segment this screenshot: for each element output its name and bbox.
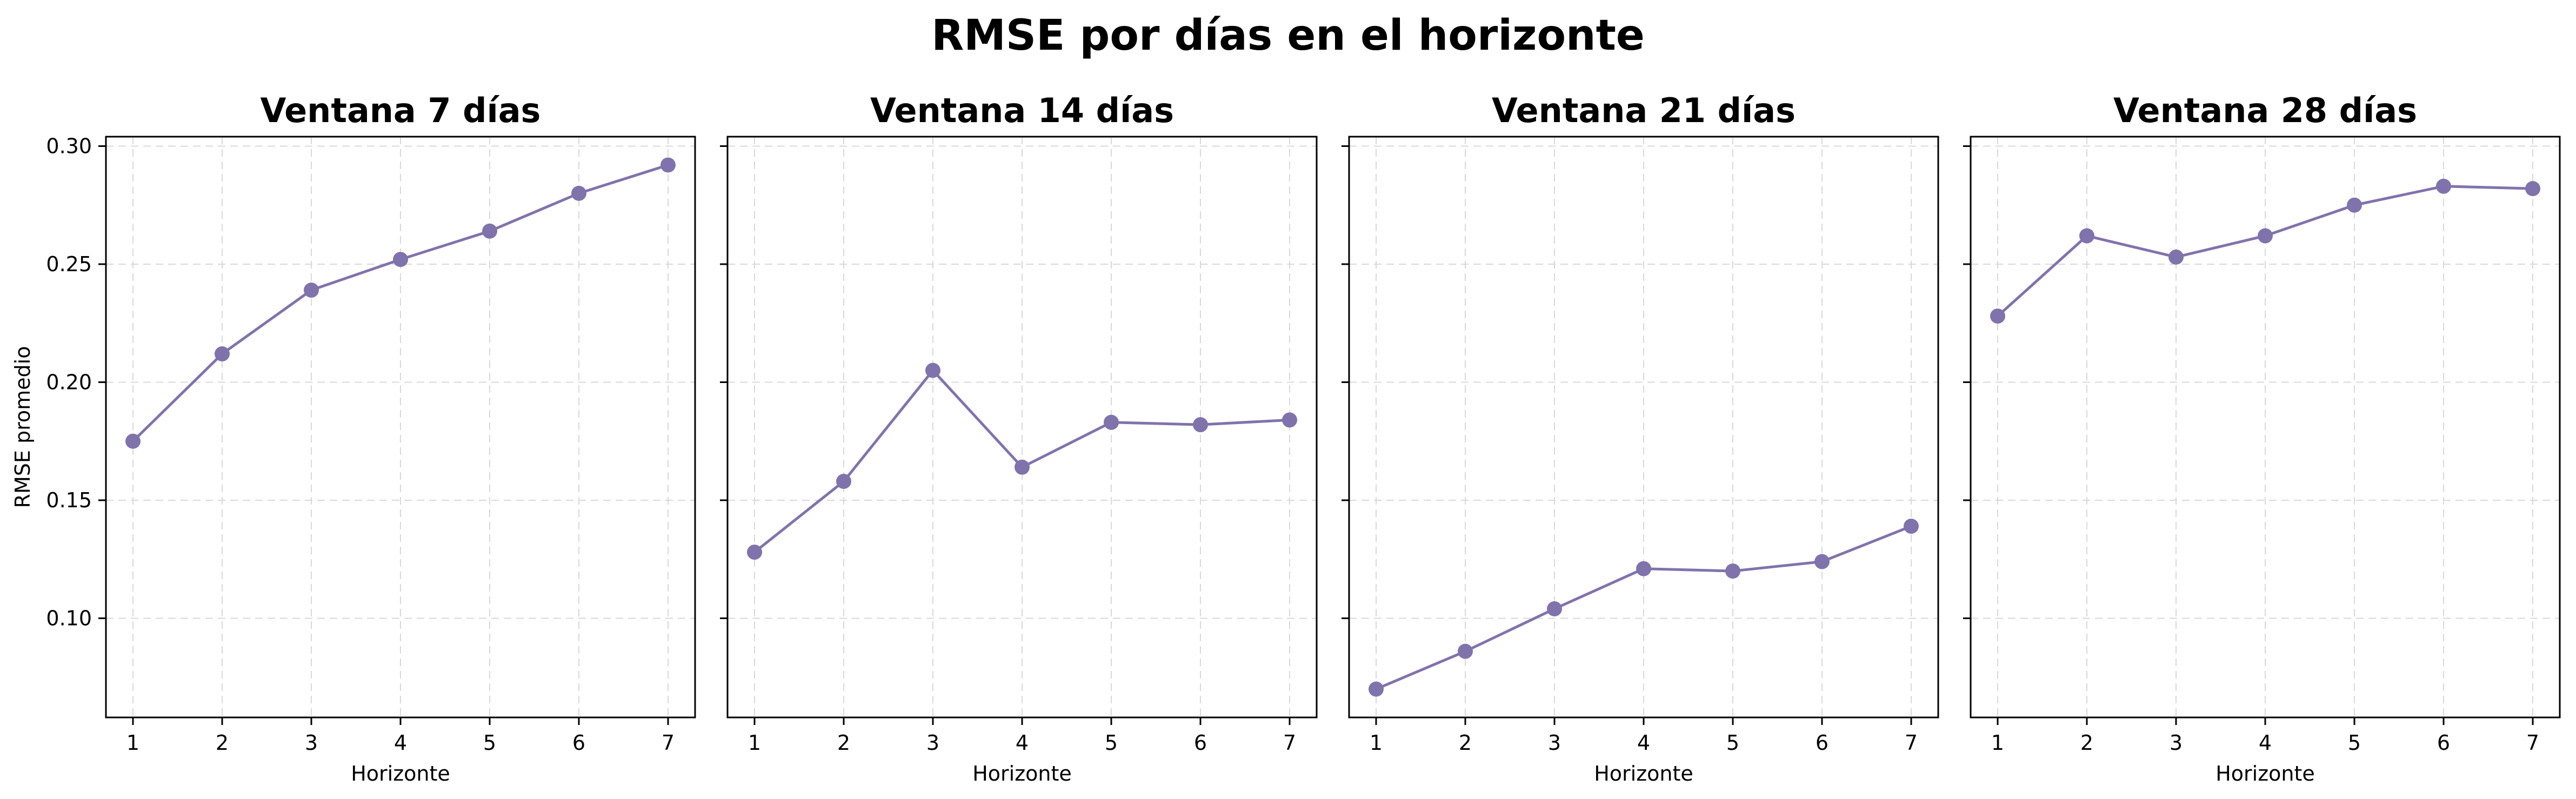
y-axis-label: RMSE promedio <box>11 346 35 508</box>
data-point <box>836 474 851 489</box>
panel-title: Ventana 21 días <box>1492 91 1796 130</box>
data-point <box>215 346 230 362</box>
x-axis-label: Horizonte <box>1594 762 1693 785</box>
panel-2: 1 2 3 4 5 6 7 Ventana 14 días Horizonte <box>720 91 1318 785</box>
panel-title: Ventana 28 días <box>2113 91 2417 130</box>
x-tick-label: 7 <box>662 731 675 755</box>
x-tick-label: 4 <box>394 731 407 755</box>
data-point <box>2168 249 2184 265</box>
panel-1: 1 2 3 4 5 6 7 0.10 0.15 0.20 0.25 0.30 Ventana 7 día… <box>11 91 696 785</box>
x-tick-label: 2 <box>2080 731 2093 755</box>
x-tick-label: 1 <box>748 731 761 755</box>
data-point <box>125 433 141 449</box>
data-point <box>2347 197 2362 213</box>
data-point <box>1369 681 1384 697</box>
panel-title: Ventana 14 días <box>870 91 1174 130</box>
data-point <box>1725 563 1740 579</box>
panel-3: 1 2 3 4 5 6 7 Ventana 21 días Horizonte <box>1342 91 1939 785</box>
data-point <box>1904 519 1919 534</box>
x-tick-label: 5 <box>483 731 496 755</box>
x-tick-label: 5 <box>1105 731 1118 755</box>
x-tick-label: 1 <box>1370 731 1383 755</box>
data-point <box>1458 643 1473 659</box>
y-tick-label: 0.25 <box>46 252 92 276</box>
data-point <box>1547 601 1562 616</box>
data-point <box>1636 561 1651 576</box>
x-tick-label: 7 <box>2526 731 2539 755</box>
x-axis-label: Horizonte <box>351 762 450 785</box>
x-tick-label: 2 <box>1459 731 1472 755</box>
data-point <box>482 223 497 239</box>
data-point <box>304 283 319 298</box>
data-point <box>1193 417 1208 433</box>
x-axis-label: Horizonte <box>2215 762 2315 785</box>
x-tick-label: 5 <box>2348 731 2361 755</box>
data-point <box>2079 228 2094 244</box>
data-point <box>393 252 408 267</box>
x-tick-label: 6 <box>1816 731 1828 755</box>
x-tick-label: 1 <box>1991 731 2004 755</box>
data-point <box>1104 414 1119 430</box>
data-point <box>2525 181 2540 197</box>
y-tick-label: 0.15 <box>46 488 92 512</box>
x-tick-label: 3 <box>926 731 939 755</box>
x-tick-label: 6 <box>1194 731 1207 755</box>
x-tick-label: 4 <box>1016 731 1029 755</box>
data-point <box>1282 412 1297 428</box>
x-tick-label: 3 <box>1548 731 1561 755</box>
data-point <box>1814 554 1830 569</box>
x-tick-label: 5 <box>1726 731 1739 755</box>
panel-title: Ventana 7 días <box>261 91 541 130</box>
x-tick-label: 3 <box>2170 731 2183 755</box>
data-point <box>1015 459 1030 475</box>
x-tick-label: 7 <box>1283 731 1296 755</box>
figure-title: RMSE por días en el horizonte <box>931 11 1645 60</box>
data-point <box>1990 308 2005 324</box>
x-tick-label: 4 <box>2259 731 2272 755</box>
data-point <box>925 362 940 378</box>
x-tick-label: 2 <box>837 731 850 755</box>
x-tick-label: 7 <box>1905 731 1918 755</box>
x-tick-label: 6 <box>2437 731 2450 755</box>
x-tick-label: 1 <box>126 731 139 755</box>
x-tick-label: 4 <box>1637 731 1650 755</box>
data-point <box>747 545 762 560</box>
y-tick-label: 0.30 <box>46 134 92 158</box>
panels: 1 2 3 4 5 6 7 0.10 0.15 0.20 0.25 0.30 Ventana 7 día… <box>11 91 2561 785</box>
x-tick-label: 6 <box>572 731 585 755</box>
x-tick-label: 2 <box>216 731 229 755</box>
data-point <box>2436 178 2451 194</box>
y-tick-label: 0.10 <box>46 606 92 630</box>
panel-4: 1 2 3 4 5 6 7 Ventana 28 días Horizonte <box>1963 91 2561 785</box>
data-point <box>571 185 586 201</box>
data-point <box>2258 228 2273 244</box>
x-axis-label: Horizonte <box>972 762 1072 785</box>
y-tick-label: 0.20 <box>46 370 92 394</box>
data-point <box>660 157 676 173</box>
x-tick-label: 3 <box>305 731 318 755</box>
